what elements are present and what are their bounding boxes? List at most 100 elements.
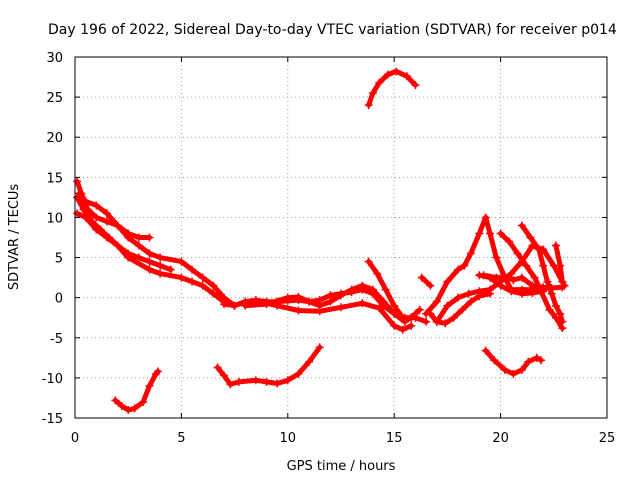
data-point xyxy=(364,257,373,266)
data-point xyxy=(337,303,345,312)
data-point xyxy=(532,353,541,362)
data-point xyxy=(124,405,133,414)
data-series xyxy=(73,67,569,414)
data-point xyxy=(113,221,122,230)
data-point xyxy=(111,396,120,405)
x-tick-label: 25 xyxy=(599,431,616,446)
data-point xyxy=(102,217,111,226)
data-point xyxy=(475,271,484,280)
data-point xyxy=(368,89,377,98)
data-point xyxy=(485,273,494,282)
data-point xyxy=(517,365,526,374)
data-point xyxy=(398,313,407,322)
data-point xyxy=(543,277,552,286)
y-axis-label: SDTVAR / TECUs xyxy=(7,184,22,291)
data-point xyxy=(102,233,111,242)
data-point xyxy=(81,213,90,222)
data-point xyxy=(124,233,133,242)
data-point xyxy=(283,293,292,302)
data-point xyxy=(156,269,165,278)
data-point xyxy=(524,357,533,366)
data-point xyxy=(485,289,494,298)
data-point xyxy=(458,305,467,314)
data-point xyxy=(375,304,384,313)
data-point xyxy=(294,369,303,378)
data-point xyxy=(560,281,569,290)
data-point xyxy=(145,249,154,258)
data-point xyxy=(337,291,345,300)
data-point xyxy=(449,313,458,322)
data-point xyxy=(411,81,420,90)
data-point xyxy=(145,381,154,390)
data-point xyxy=(373,269,382,278)
data-point xyxy=(294,306,303,315)
data-point xyxy=(496,281,505,290)
data-point xyxy=(381,285,390,294)
data-point xyxy=(507,287,516,296)
data-point xyxy=(92,213,101,222)
data-point xyxy=(230,301,239,310)
series-arc-late-7 xyxy=(553,243,567,289)
data-point xyxy=(481,213,490,222)
data-point xyxy=(398,325,407,334)
data-point xyxy=(358,299,367,308)
data-point xyxy=(379,297,388,306)
data-point xyxy=(490,356,499,365)
y-tick-label: -10 xyxy=(42,372,63,387)
data-point xyxy=(475,229,484,238)
data-point xyxy=(251,296,260,305)
series-arc-midday-3 xyxy=(253,298,414,333)
data-point xyxy=(219,300,228,309)
data-point xyxy=(441,319,450,328)
data-point xyxy=(545,305,554,314)
data-point xyxy=(485,229,494,238)
data-point xyxy=(432,317,441,326)
data-point xyxy=(75,189,84,198)
data-point xyxy=(500,365,509,374)
data-point xyxy=(188,277,197,286)
data-point xyxy=(426,281,435,290)
data-point xyxy=(392,67,401,76)
series-arc-early-4 xyxy=(74,210,238,309)
y-tick-label: 20 xyxy=(46,131,63,146)
data-point xyxy=(407,321,416,330)
data-point xyxy=(241,301,250,310)
data-point xyxy=(92,201,101,210)
data-point xyxy=(517,273,526,282)
data-point xyxy=(492,253,501,262)
data-point xyxy=(117,401,126,410)
data-point xyxy=(475,292,484,301)
data-point xyxy=(390,301,399,310)
data-point xyxy=(530,273,539,282)
y-axis-ticks: -15 -10 -5 0 5 10 15 20 25 30 xyxy=(42,51,607,427)
data-point xyxy=(526,233,535,242)
data-point xyxy=(415,305,424,314)
data-point xyxy=(358,281,367,290)
data-point xyxy=(551,313,560,322)
data-point xyxy=(273,379,282,388)
data-point xyxy=(505,237,514,246)
data-point xyxy=(402,72,411,81)
data-point xyxy=(92,225,101,234)
data-point xyxy=(81,197,90,206)
data-point xyxy=(460,261,469,270)
data-point xyxy=(443,301,452,310)
x-tick-label: 20 xyxy=(492,431,509,446)
data-point xyxy=(551,301,560,310)
data-point xyxy=(432,297,441,306)
series-arc-early-3 xyxy=(76,190,248,309)
data-point xyxy=(305,357,314,366)
data-point xyxy=(102,209,111,218)
y-tick-label: -15 xyxy=(42,412,63,427)
data-point xyxy=(134,233,143,242)
data-point xyxy=(198,281,207,290)
data-point xyxy=(166,265,175,274)
data-point xyxy=(283,376,292,385)
data-point xyxy=(262,377,271,386)
data-point xyxy=(113,241,122,250)
series-arc-low-midday xyxy=(215,344,323,387)
data-point xyxy=(464,289,473,298)
data-point xyxy=(209,281,218,290)
data-point xyxy=(347,285,356,294)
data-point xyxy=(156,261,165,270)
